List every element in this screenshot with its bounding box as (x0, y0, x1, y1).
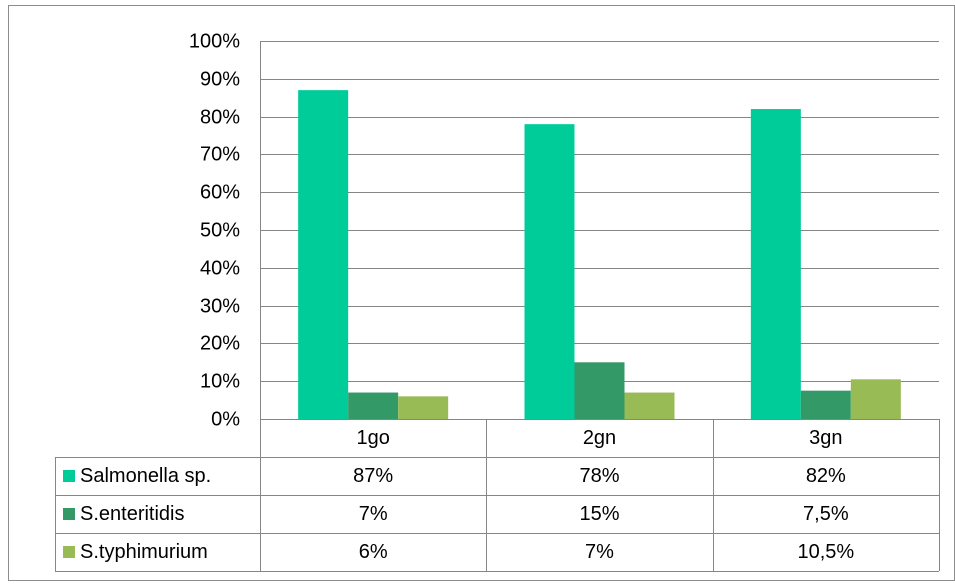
bar-s-enteritidis-3gn (800, 390, 851, 419)
legend-swatch (63, 470, 75, 482)
x-category-label: 1go (356, 427, 389, 449)
data-label: 7,5% (803, 503, 849, 525)
legend-swatch (63, 508, 75, 520)
y-tick-label: 30% (200, 296, 240, 318)
y-tick-label: 60% (200, 182, 240, 204)
bar-salmonella-sp-2gn (524, 124, 575, 419)
y-tick-label: 80% (200, 107, 240, 129)
y-tick-label: 100% (189, 31, 240, 53)
x-category-label: 3gn (809, 427, 842, 449)
y-tick-label: 0% (211, 409, 240, 431)
chart-border (8, 5, 955, 581)
y-tick-label: 70% (200, 144, 240, 166)
legend-label: Salmonella sp. (80, 465, 211, 487)
y-tick-label: 20% (200, 333, 240, 355)
legend-label: S.enteritidis (80, 503, 185, 525)
y-tick-label: 40% (200, 258, 240, 280)
bar-s-enteritidis-1go (348, 392, 399, 419)
bar-s-typhimurium-2gn (624, 392, 675, 419)
bar-s-typhimurium-3gn (850, 379, 901, 419)
bar-s-enteritidis-2gn (574, 362, 625, 419)
bar-salmonella-sp-1go (298, 90, 349, 419)
data-label: 82% (806, 465, 846, 487)
x-category-label: 2gn (583, 427, 616, 449)
data-label: 7% (585, 541, 614, 563)
y-tick-label: 50% (200, 220, 240, 242)
data-label: 15% (579, 503, 619, 525)
legend-swatch (63, 546, 75, 558)
data-label: 10,5% (797, 541, 854, 563)
y-tick-label: 10% (200, 371, 240, 393)
data-label: 87% (353, 465, 393, 487)
data-label: 7% (359, 503, 388, 525)
legend-label: S.typhimurium (80, 541, 208, 563)
data-label: 6% (359, 541, 388, 563)
bar-s-typhimurium-1go (398, 396, 449, 419)
data-label: 78% (579, 465, 619, 487)
y-tick-label: 90% (200, 69, 240, 91)
bar-salmonella-sp-3gn (750, 109, 801, 419)
